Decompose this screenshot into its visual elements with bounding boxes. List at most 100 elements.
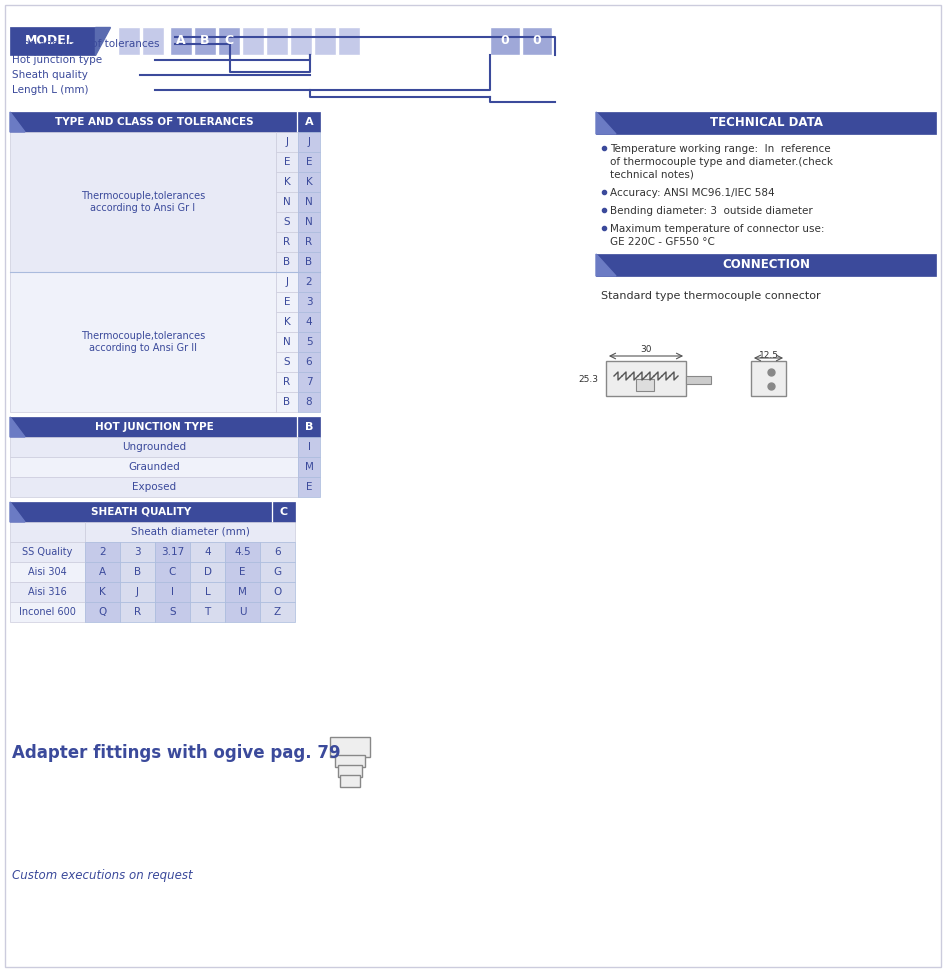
Text: E: E xyxy=(306,157,312,167)
Bar xyxy=(276,272,298,292)
Bar xyxy=(85,562,120,582)
Bar xyxy=(10,542,85,562)
Bar xyxy=(298,312,320,332)
Bar xyxy=(225,582,260,602)
Text: M: M xyxy=(305,462,313,472)
Bar xyxy=(10,112,296,132)
Bar xyxy=(120,562,155,582)
Bar xyxy=(338,27,360,55)
Bar xyxy=(273,502,295,522)
Bar xyxy=(276,132,298,152)
Text: Standard type thermocouple connector: Standard type thermocouple connector xyxy=(601,291,820,301)
Text: K: K xyxy=(306,177,312,187)
Text: SHEATH QUALITY: SHEATH QUALITY xyxy=(92,507,192,517)
Text: 5: 5 xyxy=(306,337,312,347)
Polygon shape xyxy=(596,112,616,134)
Bar xyxy=(142,27,164,55)
Text: Bending diameter: 3  outside diameter: Bending diameter: 3 outside diameter xyxy=(610,206,813,216)
Bar xyxy=(276,372,298,392)
Bar xyxy=(10,132,276,272)
Bar xyxy=(155,542,190,562)
Bar xyxy=(260,542,295,562)
Bar xyxy=(190,582,225,602)
Bar xyxy=(120,602,155,622)
Bar xyxy=(155,562,190,582)
Bar xyxy=(276,232,298,252)
Bar xyxy=(10,502,271,522)
Bar xyxy=(686,376,711,384)
Text: E: E xyxy=(284,157,290,167)
Bar xyxy=(298,232,320,252)
Bar xyxy=(225,542,260,562)
Bar xyxy=(260,562,295,582)
Bar xyxy=(298,372,320,392)
Text: B: B xyxy=(284,397,290,407)
Bar xyxy=(10,437,298,457)
Bar xyxy=(290,27,312,55)
Text: 3: 3 xyxy=(134,547,141,557)
Bar xyxy=(10,457,298,477)
Bar xyxy=(194,27,216,55)
Bar xyxy=(85,522,295,542)
Text: J: J xyxy=(136,587,139,597)
Bar xyxy=(298,112,320,132)
Text: N: N xyxy=(283,337,290,347)
Bar xyxy=(120,542,155,562)
Polygon shape xyxy=(596,254,616,276)
Text: J: J xyxy=(307,137,310,147)
Text: K: K xyxy=(284,177,290,187)
Text: L: L xyxy=(204,587,210,597)
Text: Thermocouple,tolerances
according to Ansi Gr II: Thermocouple,tolerances according to Ans… xyxy=(80,331,205,353)
Polygon shape xyxy=(10,112,25,132)
Bar xyxy=(276,252,298,272)
Bar xyxy=(10,522,85,542)
Bar xyxy=(276,172,298,192)
Text: C: C xyxy=(280,507,289,517)
Text: HOT JUNCTION TYPE: HOT JUNCTION TYPE xyxy=(95,422,214,432)
Text: Inconel 600: Inconel 600 xyxy=(19,607,76,617)
Text: 25.3: 25.3 xyxy=(578,374,598,384)
Text: Type and class of tolerances: Type and class of tolerances xyxy=(12,39,160,49)
Text: TYPE AND CLASS OF TOLERANCES: TYPE AND CLASS OF TOLERANCES xyxy=(55,117,254,127)
Text: technical notes): technical notes) xyxy=(610,170,693,180)
Text: E: E xyxy=(284,297,290,307)
Bar xyxy=(276,352,298,372)
Text: I: I xyxy=(307,442,310,452)
Text: E: E xyxy=(239,567,246,577)
Text: N: N xyxy=(306,197,313,207)
Text: B: B xyxy=(201,34,210,48)
Bar xyxy=(276,332,298,352)
Text: Q: Q xyxy=(98,607,107,617)
Text: B: B xyxy=(305,422,313,432)
Text: K: K xyxy=(284,317,290,327)
Text: Exposed: Exposed xyxy=(131,482,176,492)
Text: T: T xyxy=(204,607,211,617)
Text: Sheath quality: Sheath quality xyxy=(12,70,88,80)
Text: Z: Z xyxy=(274,607,281,617)
Text: J: J xyxy=(286,277,289,287)
Bar xyxy=(298,457,320,477)
Text: GE 220C - GF550 °C: GE 220C - GF550 °C xyxy=(610,237,715,247)
Bar xyxy=(338,765,362,777)
Text: O: O xyxy=(273,587,282,597)
Polygon shape xyxy=(95,27,110,55)
Bar xyxy=(190,562,225,582)
Bar xyxy=(225,602,260,622)
Text: of thermocouple type and diameter.(check: of thermocouple type and diameter.(check xyxy=(610,157,833,167)
Text: S: S xyxy=(284,357,290,367)
Text: R: R xyxy=(306,237,312,247)
Text: Temperature working range:  In  reference: Temperature working range: In reference xyxy=(610,144,831,154)
Polygon shape xyxy=(10,502,25,522)
Bar xyxy=(10,477,298,497)
Text: 7: 7 xyxy=(306,377,312,387)
Text: 3: 3 xyxy=(306,297,312,307)
Bar xyxy=(170,27,192,55)
Bar xyxy=(298,152,320,172)
Bar xyxy=(522,27,552,55)
Bar xyxy=(490,27,520,55)
Bar xyxy=(276,192,298,212)
Polygon shape xyxy=(10,417,25,437)
Text: N: N xyxy=(306,217,313,227)
Text: K: K xyxy=(99,587,106,597)
Bar xyxy=(298,192,320,212)
